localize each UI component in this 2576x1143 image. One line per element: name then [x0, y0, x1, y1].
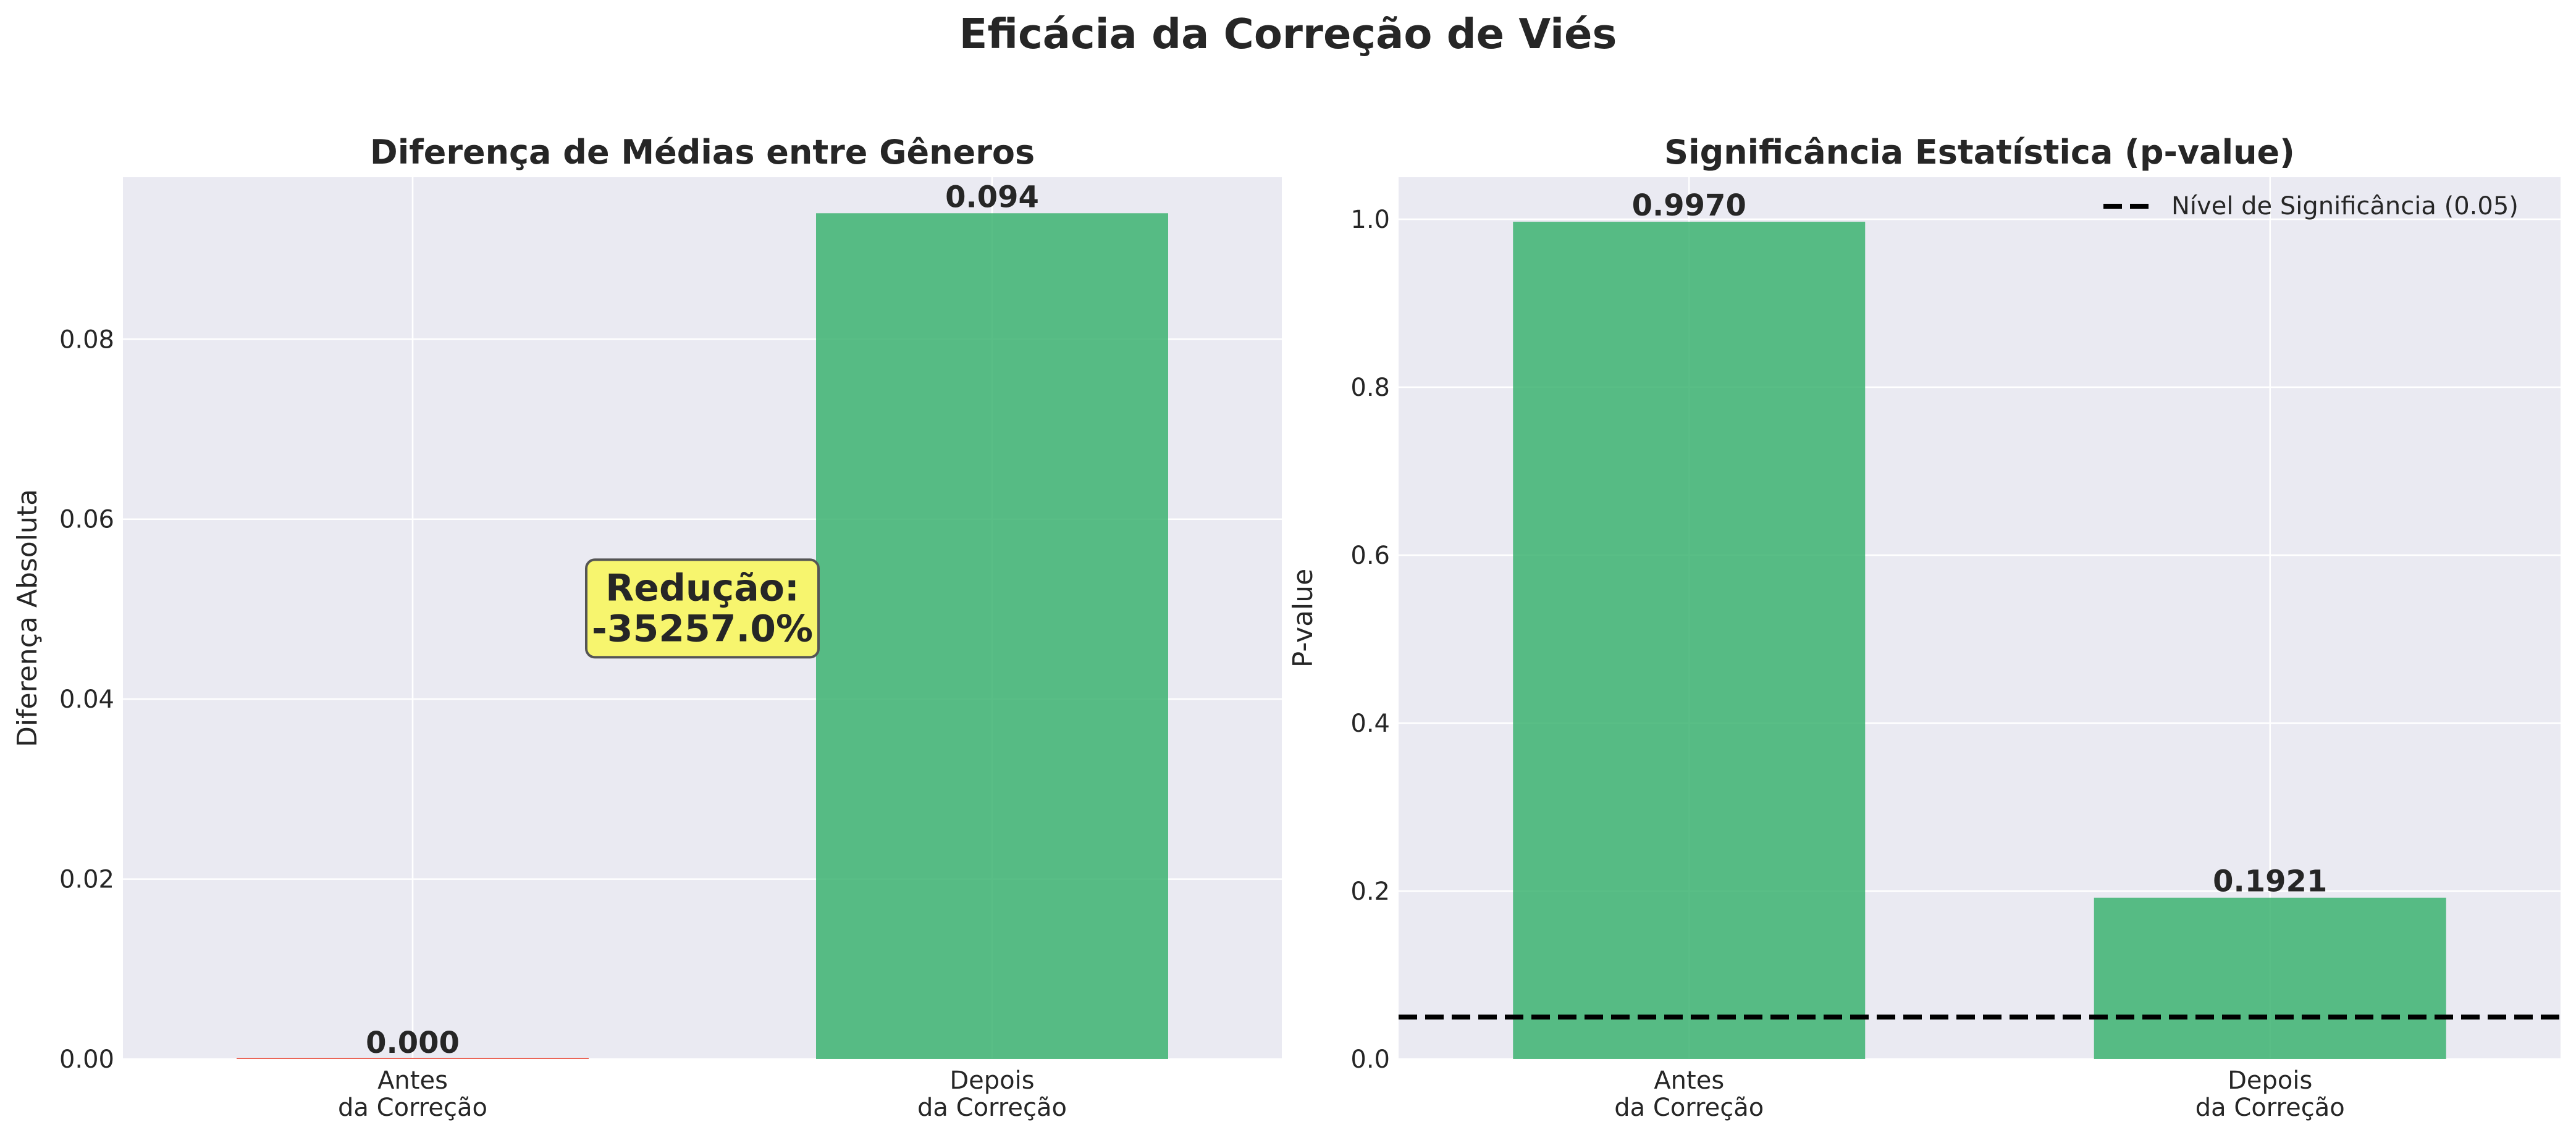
y-tick-label: 0.2 — [1350, 877, 1390, 906]
figure-title: Eficácia da Correção de Viés — [959, 10, 1617, 58]
y-tick-label: 0.4 — [1350, 710, 1390, 738]
bar — [1513, 222, 1866, 1060]
panel-mean-difference: 0.00 0.02 0.04 0.06 0.08 Antes da Correção Depo… — [12, 133, 1282, 1122]
y-tick-label: 0.0 — [1350, 1045, 1390, 1074]
bar-value-label: 0.1921 — [2213, 865, 2327, 899]
x-tick-label: Antes da Correção — [1614, 1066, 1764, 1122]
bar-value-label: 0.000 — [366, 1026, 460, 1060]
panel-title: Diferença de Médias entre Gêneros — [370, 133, 1035, 172]
x-tick-label: Depois da Correção — [917, 1066, 1067, 1122]
bar-value-label: 0.094 — [945, 180, 1039, 214]
y-tick-label: 1.0 — [1350, 206, 1390, 234]
bar — [237, 1058, 589, 1059]
bar-value-label: 0.9970 — [1632, 188, 1746, 223]
y-tick-label: 0.00 — [59, 1045, 114, 1074]
y-axis-label: P-value — [1287, 569, 1319, 668]
y-tick-label: 0.06 — [59, 506, 114, 534]
y-tick-label: 0.6 — [1350, 542, 1390, 570]
x-tick-label: Antes da Correção — [338, 1066, 487, 1122]
legend-entry: Nível de Significância (0.05) — [2171, 192, 2519, 220]
y-tick-label: 0.02 — [59, 866, 114, 894]
annotation-box — [585, 558, 820, 659]
bar — [2094, 897, 2446, 1059]
bar — [816, 213, 1168, 1060]
y-tick-label: 0.8 — [1350, 374, 1390, 402]
panel-title: Significância Estatística (p-value) — [1664, 133, 2295, 172]
x-tick-label: Depois da Correção — [2195, 1066, 2345, 1122]
y-tick-label: 0.04 — [59, 685, 114, 714]
y-axis-label: Diferença Absoluta — [12, 489, 43, 747]
annotation-text: Redução: -35257.0% — [592, 566, 813, 650]
panel-p-value: 0.0 0.2 0.4 0.6 0.8 1.0 Antes da Correção Depois… — [1287, 133, 2561, 1122]
y-tick-label: 0.08 — [59, 325, 114, 354]
